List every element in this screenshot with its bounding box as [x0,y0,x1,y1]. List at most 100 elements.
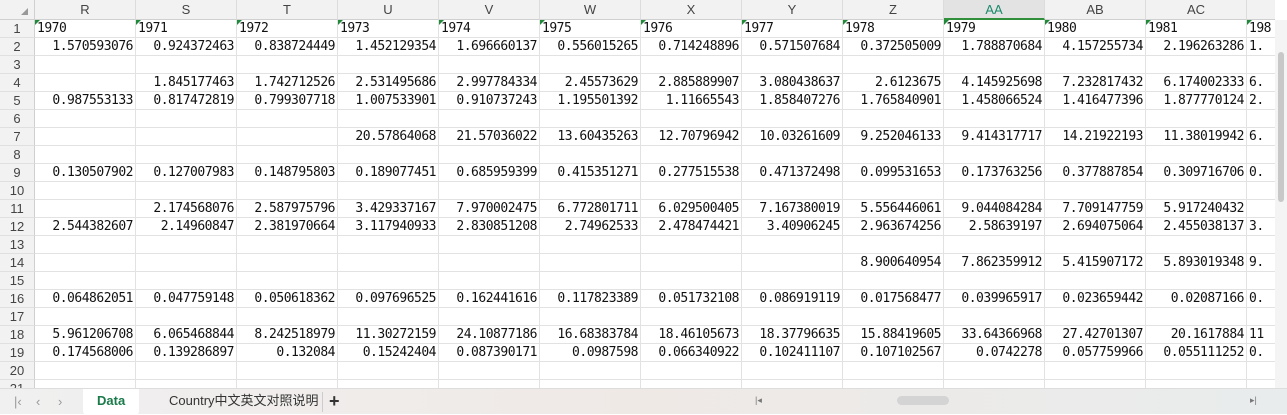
row-header-8[interactable]: 8 [0,146,35,164]
cell-U13[interactable] [338,236,439,254]
cell-W8[interactable] [540,146,641,164]
vertical-scrollbar[interactable] [1275,20,1287,388]
column-header-U[interactable]: U [338,0,439,20]
cell-AC10[interactable] [1146,182,1247,200]
cell-X19[interactable]: 0.066340922 [641,344,742,362]
cell-Y13[interactable] [742,236,843,254]
cell-AB19[interactable]: 0.057759966 [1045,344,1146,362]
cell-AC2[interactable]: 2.196263286 [1146,38,1247,56]
row-header-17[interactable]: 17 [0,308,35,326]
cell-AD2[interactable]: 1. [1247,38,1275,56]
column-header-AC[interactable]: AC [1146,0,1247,20]
cell-AC19[interactable]: 0.055111252 [1146,344,1247,362]
cell-W7[interactable]: 13.60435263 [540,128,641,146]
cell-R20[interactable] [35,362,136,380]
cell-AC6[interactable] [1146,110,1247,128]
cell-T13[interactable] [237,236,338,254]
cell-AA4[interactable]: 4.145925698 [944,74,1045,92]
cell-S18[interactable]: 6.065468844 [136,326,237,344]
cell-AB14[interactable]: 5.415907172 [1045,254,1146,272]
cell-S6[interactable] [136,110,237,128]
cell-AC20[interactable] [1146,362,1247,380]
cell-T11[interactable]: 2.587975796 [237,200,338,218]
row-header-21[interactable]: 21 [0,380,35,388]
cell-V6[interactable] [439,110,540,128]
cell-S21[interactable] [136,380,237,388]
cell-AB5[interactable]: 1.416477396 [1045,92,1146,110]
cell-X8[interactable] [641,146,742,164]
cell-X4[interactable]: 2.885889907 [641,74,742,92]
cell-Y19[interactable]: 0.102411107 [742,344,843,362]
cell-Y3[interactable] [742,56,843,74]
cell-U4[interactable]: 2.531495686 [338,74,439,92]
cell-U5[interactable]: 1.007533901 [338,92,439,110]
cell-T6[interactable] [237,110,338,128]
cell-AC15[interactable] [1146,272,1247,290]
cell-V21[interactable] [439,380,540,388]
cell-S13[interactable] [136,236,237,254]
cell-AD19[interactable]: 0. [1247,344,1275,362]
cell-AA5[interactable]: 1.458066524 [944,92,1045,110]
cell-AC16[interactable]: 0.02087166 [1146,290,1247,308]
cell-T12[interactable]: 2.381970664 [237,218,338,236]
cell-AD20[interactable] [1247,362,1275,380]
cell-S16[interactable]: 0.047759148 [136,290,237,308]
cell-X6[interactable] [641,110,742,128]
cell-U18[interactable]: 11.30272159 [338,326,439,344]
cell-T3[interactable] [237,56,338,74]
cell-T15[interactable] [237,272,338,290]
add-sheet-button[interactable]: + [322,392,346,412]
tab-data[interactable]: Data [83,389,140,415]
row-header-9[interactable]: 9 [0,164,35,182]
cell-R15[interactable] [35,272,136,290]
cell-V18[interactable]: 24.10877186 [439,326,540,344]
cell-AB2[interactable]: 4.157255734 [1045,38,1146,56]
column-header-AA[interactable]: AA [944,0,1045,20]
spreadsheet-grid[interactable]: RSTUVWXYZAAABACAD11970197119721973197419… [0,0,1275,388]
cell-R1[interactable]: 1970 [35,20,136,38]
cell-Z21[interactable] [843,380,944,388]
cell-AD7[interactable]: 6. [1247,128,1275,146]
cell-U10[interactable] [338,182,439,200]
scroll-left-icon[interactable]: |◂ [755,395,762,405]
cell-X3[interactable] [641,56,742,74]
cell-V8[interactable] [439,146,540,164]
cell-R5[interactable]: 0.987553133 [35,92,136,110]
cell-AD6[interactable] [1247,110,1275,128]
cell-U8[interactable] [338,146,439,164]
cell-R21[interactable] [35,380,136,388]
cell-W1[interactable]: 1975 [540,20,641,38]
cell-AA14[interactable]: 7.862359912 [944,254,1045,272]
cell-Z14[interactable]: 8.900640954 [843,254,944,272]
cell-AA8[interactable] [944,146,1045,164]
cell-V16[interactable]: 0.162441616 [439,290,540,308]
column-header-AD[interactable]: AD [1247,0,1275,20]
cell-U6[interactable] [338,110,439,128]
cell-W11[interactable]: 6.772801711 [540,200,641,218]
column-header-X[interactable]: X [641,0,742,20]
cell-Y18[interactable]: 18.37796635 [742,326,843,344]
vertical-scroll-thumb[interactable] [1278,52,1284,202]
row-header-4[interactable]: 4 [0,74,35,92]
cell-X17[interactable] [641,308,742,326]
cell-AA21[interactable] [944,380,1045,388]
cell-S11[interactable]: 2.174568076 [136,200,237,218]
cell-W6[interactable] [540,110,641,128]
column-header-Y[interactable]: Y [742,0,843,20]
cell-V10[interactable] [439,182,540,200]
column-header-W[interactable]: W [540,0,641,20]
cell-V14[interactable] [439,254,540,272]
cell-AB16[interactable]: 0.023659442 [1045,290,1146,308]
column-header-S[interactable]: S [136,0,237,20]
cell-AB17[interactable] [1045,308,1146,326]
cell-S7[interactable] [136,128,237,146]
cell-Y14[interactable] [742,254,843,272]
cell-Y11[interactable]: 7.167380019 [742,200,843,218]
cell-AD1[interactable]: 198 [1247,20,1275,38]
cell-Y1[interactable]: 1977 [742,20,843,38]
cell-Z6[interactable] [843,110,944,128]
cell-Y4[interactable]: 3.080438637 [742,74,843,92]
cell-X10[interactable] [641,182,742,200]
cell-AC12[interactable]: 2.455038137 [1146,218,1247,236]
cell-V3[interactable] [439,56,540,74]
